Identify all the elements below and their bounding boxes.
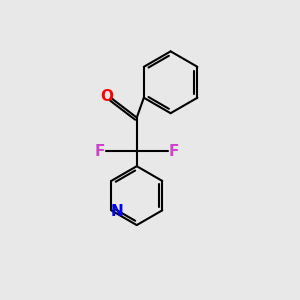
Text: F: F: [169, 144, 179, 159]
Text: O: O: [100, 89, 113, 104]
Text: N: N: [111, 204, 124, 219]
Text: F: F: [94, 144, 104, 159]
